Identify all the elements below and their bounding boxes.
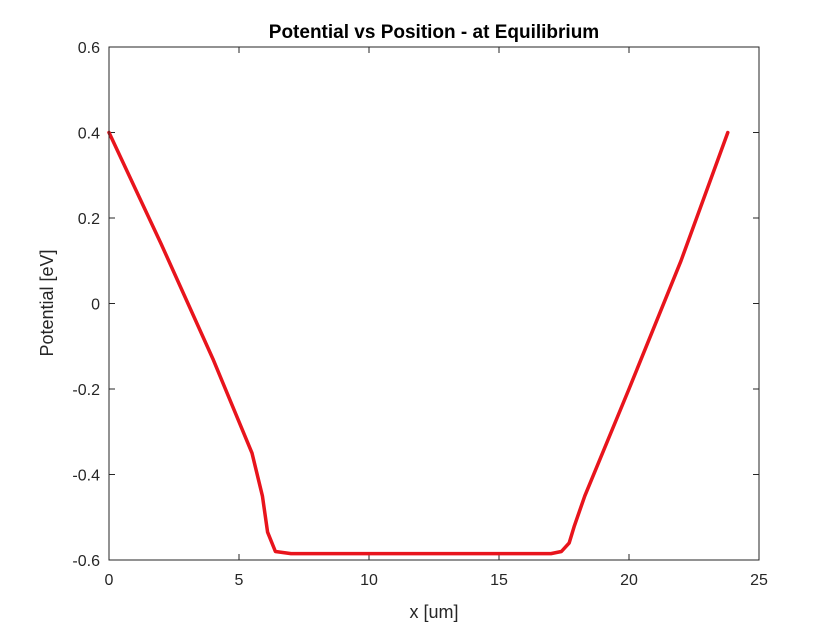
ticks-layer: 0 5 10 15 20 25 -0.6 -0.4 -0.2 0 0.2 0.4 0.6 (72, 40, 768, 589)
x-tick-label: 10 (360, 572, 378, 589)
potential-series-line (107, 130, 730, 556)
y-tick-label: -0.2 (72, 382, 100, 399)
plot-area (109, 47, 759, 560)
chart-title: Potential vs Position - at Equilibrium (269, 22, 599, 43)
y-axis-label: Potential [eV] (37, 249, 57, 356)
series-layer (107, 130, 730, 556)
y-tick-label: -0.6 (72, 553, 100, 570)
y-tick-label: 0 (91, 297, 100, 314)
plot-frame (108, 46, 760, 561)
y-tick-label: 0.2 (78, 211, 100, 228)
x-tick-label: 25 (750, 572, 768, 589)
x-tick-label: 15 (490, 572, 508, 589)
y-tick-label: 0.6 (78, 40, 100, 57)
x-tick-label: 0 (105, 572, 114, 589)
x-tick-label: 20 (620, 572, 638, 589)
y-tick-label: 0.4 (78, 126, 100, 143)
x-axis-label: x [um] (409, 602, 458, 622)
x-tick-label: 5 (235, 572, 244, 589)
y-tick-label: -0.4 (72, 468, 100, 485)
